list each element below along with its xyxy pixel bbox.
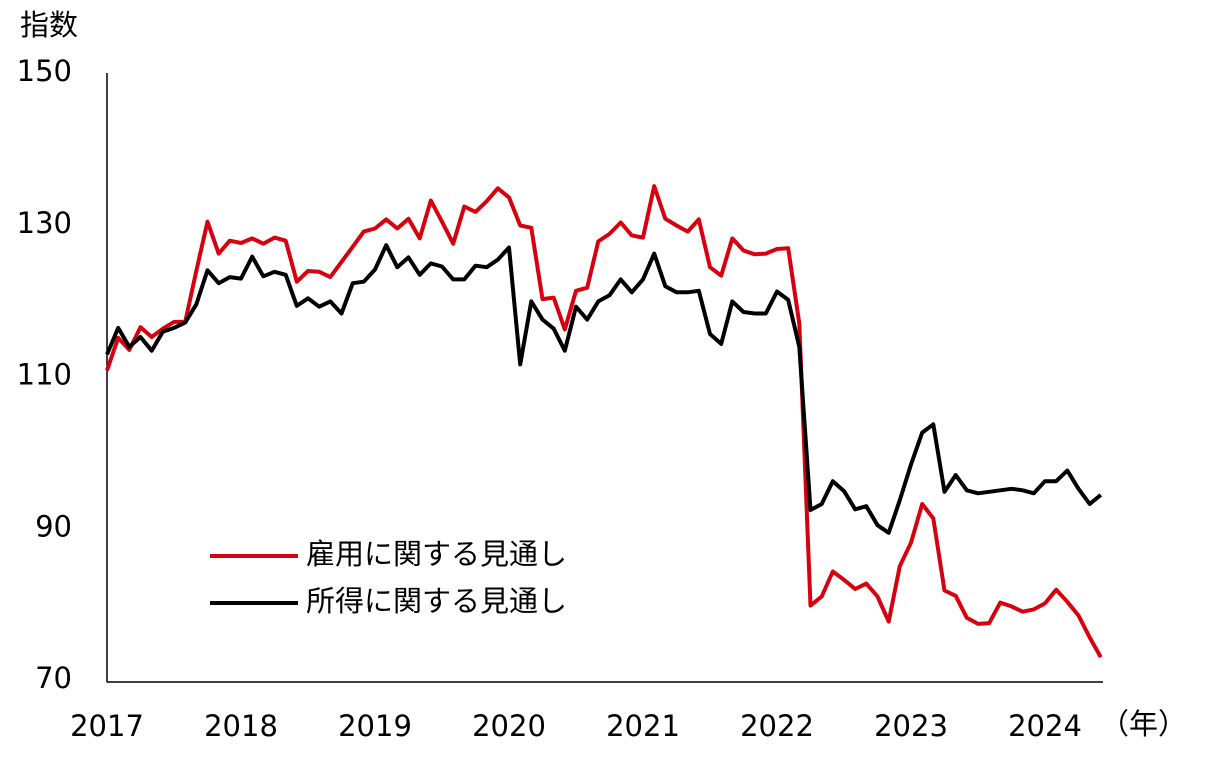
legend-label: 雇用に関する見通し <box>306 537 567 571</box>
y-tick-label: 90 <box>35 509 72 543</box>
x-tick-label: 2021 <box>606 709 680 743</box>
x-tick-label: 2019 <box>338 709 412 743</box>
line-series <box>105 184 1103 659</box>
line-series <box>105 243 1103 535</box>
legend-label: 所得に関する見通し <box>306 584 567 618</box>
y-tick-label: 110 <box>17 358 72 392</box>
y-tick-label: 150 <box>17 54 72 88</box>
y-tick-label: 130 <box>17 206 72 240</box>
x-axis-label: （年） <box>1100 707 1187 741</box>
x-tick-label: 2018 <box>204 709 278 743</box>
x-tick-label: 2020 <box>472 709 546 743</box>
x-tick-label: 2022 <box>740 709 814 743</box>
y-tick-label: 70 <box>35 661 72 695</box>
x-tick-label: 2024 <box>1008 709 1082 743</box>
y-axis-label: 指数 <box>20 8 78 42</box>
x-tick-label: 2023 <box>874 709 948 743</box>
x-tick-label: 2017 <box>70 709 144 743</box>
